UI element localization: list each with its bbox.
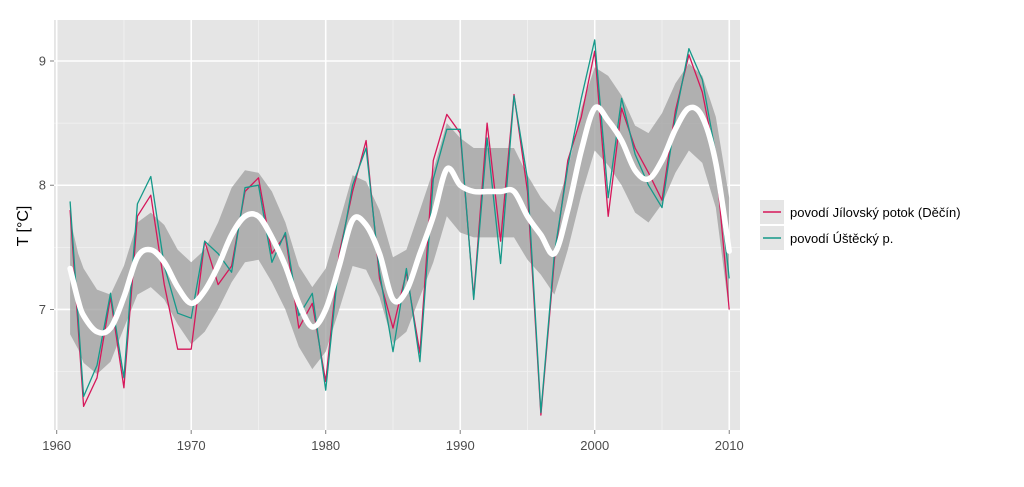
x-tick-label: 1990 [446,438,475,453]
y-tick-label: 7 [39,302,46,317]
legend-label: povodí Úštěcký p. [790,231,893,246]
x-tick-label: 1970 [177,438,206,453]
legend-label: povodí Jílovský potok (Děčín) [790,205,961,220]
x-tick-label: 1960 [42,438,71,453]
x-axis: 1960 1970 1980 1990 2000 2010 [42,430,744,453]
legend-item: povodí Úštěcký p. [760,226,893,250]
x-tick-label: 2010 [715,438,744,453]
x-tick-label: 1980 [311,438,340,453]
x-tick-label: 2000 [580,438,609,453]
legend: povodí Jílovský potok (Děčín) povodí Úště… [760,200,961,250]
y-tick-label: 8 [39,178,46,193]
series-line-2 [69,39,730,414]
legend-item: povodí Jílovský potok (Děčín) [760,200,961,224]
plot-panel [54,20,740,430]
y-axis: 7 8 9 [39,54,54,317]
y-axis-title: T [°C] [15,206,32,247]
y-tick-label: 9 [39,54,46,69]
smooth-trend-line [67,104,732,336]
